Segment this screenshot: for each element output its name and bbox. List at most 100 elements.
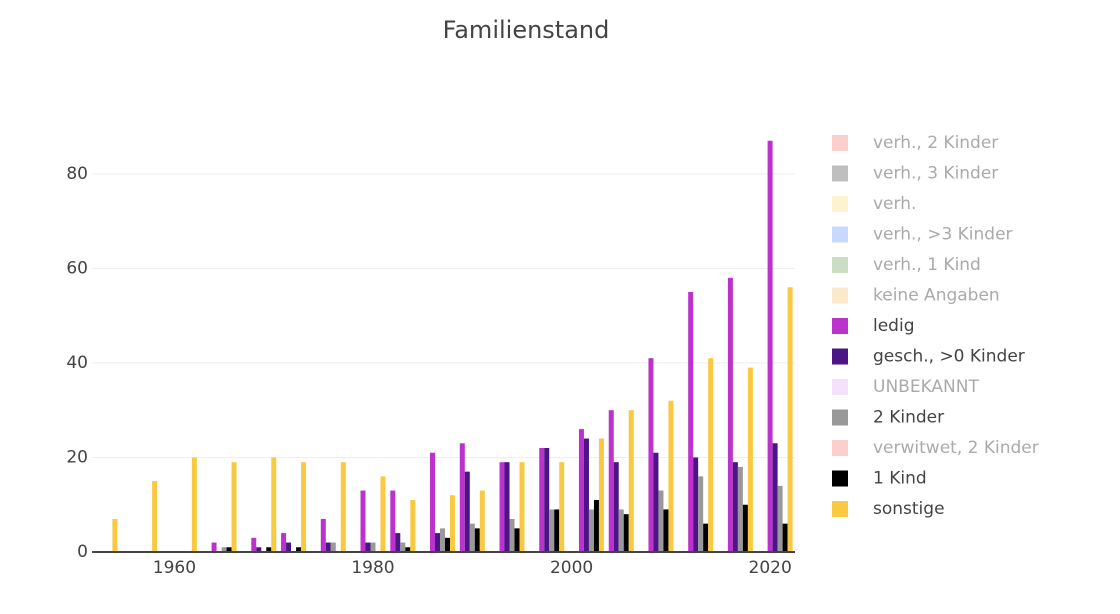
bar (435, 533, 441, 552)
x-tick-label: 2000 (550, 558, 593, 578)
bar (152, 481, 158, 552)
legend-swatch[interactable] (832, 348, 848, 365)
legend-label[interactable]: verh., 1 Kind (873, 255, 981, 275)
bar (608, 410, 614, 552)
legend-label[interactable]: 2 Kinder (873, 408, 944, 428)
legend-swatch[interactable] (832, 135, 848, 151)
bar (191, 457, 197, 552)
bar (698, 476, 704, 552)
legend-label[interactable]: verh., 2 Kinder (873, 133, 998, 153)
y-tick-label: 60 (66, 258, 88, 278)
bar (286, 542, 292, 552)
legend-swatch[interactable] (832, 409, 848, 426)
legend-swatch[interactable] (832, 470, 848, 487)
legend-swatch[interactable] (832, 379, 848, 395)
bar (772, 443, 778, 552)
bar (703, 523, 709, 552)
bar (539, 448, 545, 552)
bar (668, 400, 674, 552)
legend-swatch[interactable] (832, 196, 848, 212)
bar (663, 509, 669, 552)
legend-label[interactable]: ledig (873, 316, 915, 336)
bar (693, 457, 699, 552)
bar (395, 533, 401, 552)
bar (112, 518, 118, 552)
bar (320, 518, 326, 552)
bar (519, 462, 525, 552)
bar (330, 542, 336, 552)
bar (554, 509, 560, 552)
bar (400, 542, 406, 552)
bar (266, 547, 272, 552)
bar (410, 500, 416, 552)
y-tick-label: 20 (66, 447, 88, 467)
bar (618, 509, 624, 552)
bar (301, 462, 307, 552)
bar (231, 462, 237, 552)
bar (658, 490, 664, 552)
bar (469, 523, 475, 552)
bar (613, 462, 619, 552)
bar (509, 518, 515, 552)
bar (742, 504, 748, 552)
bar (583, 438, 589, 552)
legend-label[interactable]: sonstige (873, 499, 945, 519)
x-tick-label: 2020 (749, 558, 792, 578)
bar (727, 277, 733, 552)
legend-swatch[interactable] (832, 318, 848, 334)
bar (325, 542, 331, 552)
bar (628, 410, 634, 552)
bar (370, 542, 376, 552)
legend-label[interactable]: verh., 3 Kinder (873, 164, 998, 184)
bar (782, 523, 788, 552)
bar (499, 462, 505, 552)
bar (549, 509, 555, 552)
legend-label[interactable]: verh., >3 Kinder (873, 225, 1013, 245)
y-tick-label: 80 (66, 164, 88, 184)
bar (623, 514, 629, 552)
bar (281, 533, 287, 552)
legend-swatch[interactable] (832, 501, 848, 517)
legend-label[interactable]: verh. (873, 194, 916, 214)
bar (296, 547, 302, 552)
bar (559, 462, 565, 552)
bar (747, 367, 753, 552)
bar (464, 471, 470, 552)
chart-title: Familienstand (443, 16, 610, 44)
bar (648, 358, 654, 552)
bar (588, 509, 594, 552)
bar (688, 292, 694, 552)
legend-label[interactable]: keine Angaben (873, 286, 1000, 306)
bar (365, 542, 371, 552)
legend-label[interactable]: UNBEKANNT (873, 377, 979, 397)
bar (340, 462, 346, 552)
bar (708, 358, 714, 552)
bar (459, 443, 465, 552)
bar (390, 490, 396, 552)
bar (360, 490, 366, 552)
bar (479, 490, 485, 552)
bar (405, 547, 411, 552)
bar (226, 547, 232, 552)
legend-swatch[interactable] (832, 165, 848, 182)
bar (578, 429, 584, 552)
legend-label[interactable]: gesch., >0 Kinder (873, 347, 1025, 367)
bar (732, 462, 738, 552)
bar (251, 537, 257, 552)
legend-swatch[interactable] (832, 287, 848, 304)
legend-swatch[interactable] (832, 440, 848, 456)
legend-label[interactable]: 1 Kind (873, 469, 927, 489)
bar (211, 542, 217, 552)
bar (271, 457, 277, 552)
y-tick-label: 0 (77, 542, 88, 562)
bar (514, 528, 520, 552)
bar (430, 452, 436, 552)
bar (440, 528, 446, 552)
legend-swatch[interactable] (832, 226, 848, 243)
bar (767, 140, 773, 552)
bar (787, 287, 793, 552)
legend-swatch[interactable] (832, 257, 848, 273)
x-tick-label: 1960 (153, 558, 196, 578)
legend-label[interactable]: verwitwet, 2 Kinder (873, 438, 1039, 458)
